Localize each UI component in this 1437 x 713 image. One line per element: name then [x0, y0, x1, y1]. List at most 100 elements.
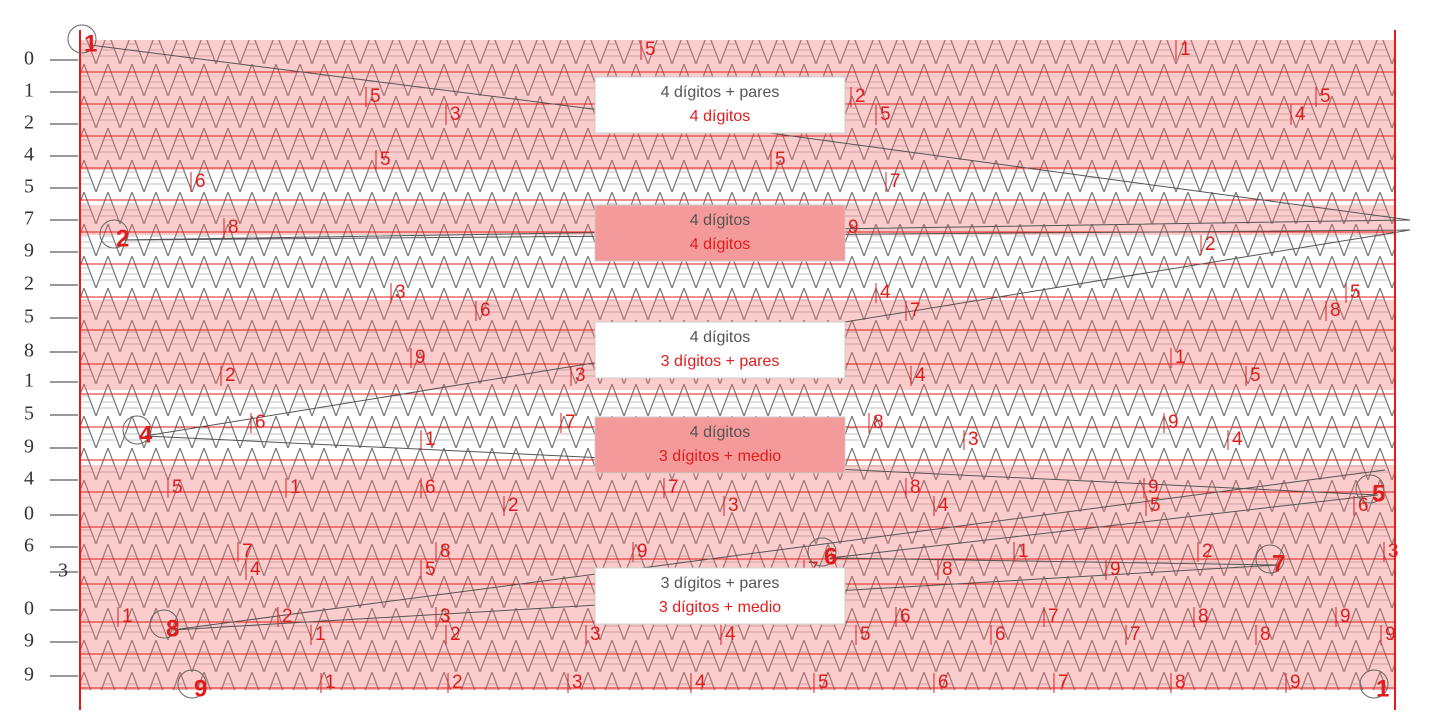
box-top: 4 dígitos + pares	[661, 84, 780, 101]
annotation: 5	[172, 477, 183, 498]
annotation: 4	[250, 559, 261, 580]
annotation: 9	[1290, 672, 1301, 693]
annotation: 2	[282, 606, 293, 627]
box-top: 3 dígitos + pares	[661, 575, 780, 592]
annotation: 3	[968, 429, 979, 450]
circled-number: 4	[139, 421, 153, 448]
annotation: 4	[915, 365, 926, 386]
annotation: 9	[1340, 606, 1351, 627]
annotation: 1	[325, 672, 336, 693]
annotation: 6	[195, 171, 206, 192]
annotation: 8	[1175, 672, 1186, 693]
annotation: 2	[1202, 541, 1213, 562]
row-label: 0	[24, 598, 34, 620]
annotation: 8	[1260, 624, 1271, 645]
row-label: 1	[24, 370, 34, 392]
annotation: 5	[818, 672, 829, 693]
annotation: 9	[637, 541, 648, 562]
circled-number: 1	[1376, 675, 1389, 702]
annotation: 3	[575, 365, 586, 386]
row-label: 9	[24, 664, 34, 686]
annotation: 1	[425, 429, 436, 450]
box-bottom: 4 dígitos	[690, 236, 750, 253]
annotation: 4	[1295, 104, 1306, 125]
row-label: 8	[24, 340, 34, 362]
box-bottom: 3 dígitos + medio	[659, 599, 781, 616]
annotation: 2	[855, 86, 866, 107]
circled-number: 5	[1372, 480, 1385, 507]
annotation: 2	[225, 365, 236, 386]
annotation: 2	[508, 495, 519, 516]
annotation: 2	[452, 672, 463, 693]
annotation: 8	[910, 477, 921, 498]
annotation: 1	[1180, 39, 1191, 60]
annotation: 3	[728, 495, 739, 516]
annotation: 5	[775, 149, 786, 170]
row-label: 3	[58, 560, 68, 582]
annotation: 8	[1198, 606, 1209, 627]
page: 0124579258159406309951525354556789234567…	[0, 0, 1437, 713]
annotation: 5	[1320, 86, 1331, 107]
annotation: 6	[995, 624, 1006, 645]
annotation: 5	[645, 39, 656, 60]
annotation: 5	[425, 559, 436, 580]
annotation: 7	[910, 300, 921, 321]
annotation: 9	[848, 217, 859, 238]
row-label: 2	[24, 273, 34, 295]
annotation: 7	[1130, 624, 1141, 645]
annotation: 6	[480, 300, 491, 321]
annotation: 3	[590, 624, 601, 645]
circled-number: 1	[84, 30, 97, 57]
annotation: 5	[860, 624, 871, 645]
row-label: 0	[24, 48, 34, 70]
row-label: 0	[24, 503, 34, 525]
box-top: 4 dígitos	[690, 212, 750, 229]
annotation: 3	[572, 672, 583, 693]
row-label: 9	[24, 436, 34, 458]
annotation: 8	[228, 217, 239, 238]
annotation: 4	[725, 624, 736, 645]
annotation: 6	[938, 672, 949, 693]
row-label: 7	[24, 208, 34, 230]
row-label: 2	[24, 112, 34, 134]
row-label: 4	[24, 144, 34, 166]
annotation: 3	[440, 606, 451, 627]
annotation: 5	[370, 86, 381, 107]
annotation: 4	[1232, 429, 1243, 450]
annotation: 4	[880, 282, 891, 303]
annotation: 5	[1250, 365, 1261, 386]
annotation: 3	[395, 282, 406, 303]
row-label: 6	[24, 535, 34, 557]
annotation: 5	[880, 104, 891, 125]
row-label: 1	[24, 80, 34, 102]
annotation: 2	[1205, 234, 1216, 255]
annotation: 1	[315, 624, 326, 645]
annotation: 3	[1388, 541, 1399, 562]
annotation: 8	[942, 559, 953, 580]
annotation: 1	[1018, 541, 1029, 562]
annotation: 5	[380, 149, 391, 170]
annotation: 2	[450, 624, 461, 645]
row-label: 4	[24, 468, 34, 490]
annotation: 7	[890, 171, 901, 192]
annotation: 7	[668, 477, 679, 498]
annotation: 6	[255, 412, 266, 433]
annotation: 1	[1175, 347, 1186, 368]
box-bottom: 3 dígitos + medio	[659, 448, 781, 465]
annotation: 8	[873, 412, 884, 433]
annotation: 5	[1150, 495, 1161, 516]
annotation: 6	[900, 606, 911, 627]
circled-number: 8	[166, 615, 179, 642]
row-label: 9	[24, 240, 34, 262]
annotation: 6	[425, 477, 436, 498]
circled-number: 2	[116, 225, 129, 252]
annotation: 1	[122, 606, 133, 627]
annotation: 9	[1385, 624, 1396, 645]
row-label: 9	[24, 630, 34, 652]
box-top: 4 dígitos	[690, 329, 750, 346]
annotation: 9	[1168, 412, 1179, 433]
circled-number: 6	[824, 543, 837, 570]
annotation: 9	[1110, 559, 1121, 580]
row-label: 5	[24, 176, 34, 198]
box-bottom: 3 dígitos + pares	[661, 353, 780, 370]
